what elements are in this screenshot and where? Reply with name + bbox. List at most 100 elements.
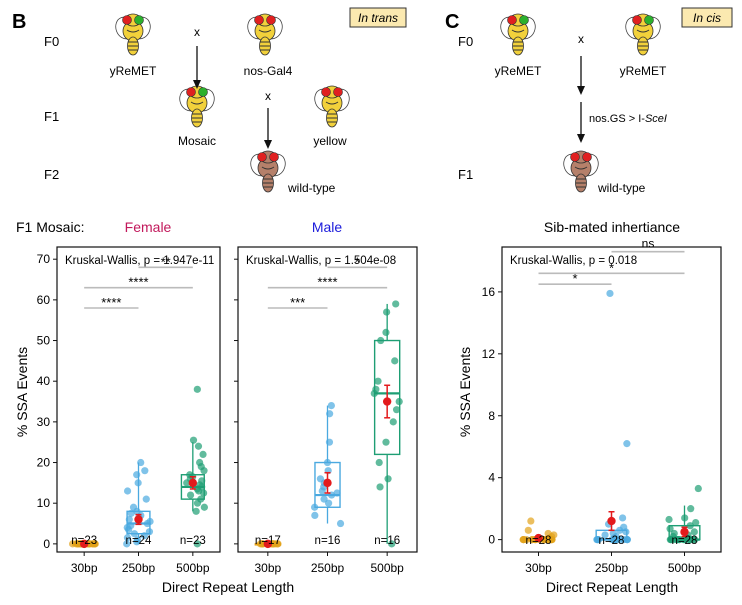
x-axis-title-c: Direct Repeat Length bbox=[546, 579, 678, 595]
data-point bbox=[198, 477, 206, 485]
data-point bbox=[601, 531, 609, 539]
data-point bbox=[623, 440, 631, 448]
box-30bp: n=28 bbox=[519, 517, 558, 547]
data-point bbox=[375, 458, 383, 467]
n-label: n=17 bbox=[255, 535, 281, 547]
mean-point bbox=[607, 516, 616, 526]
cross-mark-f1: x bbox=[265, 89, 271, 103]
y-tick-label: 30 bbox=[37, 415, 51, 429]
mean-point bbox=[263, 539, 273, 549]
data-point bbox=[197, 495, 205, 503]
y-tick-label: 20 bbox=[37, 456, 51, 470]
fly-label-yellow: yellow bbox=[313, 134, 347, 148]
n-label: n=23 bbox=[180, 535, 206, 547]
row-label-f1-mosaic: F1 Mosaic: bbox=[16, 219, 84, 235]
panel-c-letter: C bbox=[445, 11, 459, 33]
box-250bp: n=24 bbox=[123, 458, 154, 548]
y-tick-label: 16 bbox=[482, 285, 496, 299]
data-point bbox=[311, 503, 319, 511]
fly-yremet-icon bbox=[115, 13, 151, 56]
mean-point bbox=[188, 478, 198, 488]
fly-label-c-wild-type: wild-type bbox=[597, 181, 646, 195]
x-axis-title-b: Direct Repeat Length bbox=[162, 579, 294, 595]
panel-c-badge-box bbox=[681, 7, 733, 28]
panel-b-scheme: B In trans F0 F1 F2 yReMET nos-Gal4 Mosa… bbox=[12, 7, 407, 195]
y-tick-label: 8 bbox=[488, 409, 495, 423]
data-point bbox=[186, 491, 195, 499]
x-tick-label-500bp: 500bp bbox=[176, 561, 210, 575]
plot-frame bbox=[501, 246, 722, 553]
chart-title-female: Female bbox=[125, 219, 172, 235]
x-tick-label-250bp: 250bp bbox=[311, 561, 345, 575]
significance-label: * bbox=[355, 254, 360, 269]
mean-point bbox=[323, 478, 332, 488]
x-tick-label-30bp: 30bp bbox=[254, 561, 281, 575]
data-point bbox=[327, 402, 335, 410]
chart-title-male: Male bbox=[312, 219, 343, 235]
box-30bp: n=17 bbox=[254, 535, 282, 549]
data-point bbox=[692, 518, 700, 527]
data-point bbox=[125, 515, 133, 524]
data-point bbox=[133, 536, 142, 544]
kruskal-wallis-label: Kruskal-Wallis, p = 1.504e-08 bbox=[246, 255, 396, 267]
data-point bbox=[550, 531, 558, 539]
generation-label-f2: F2 bbox=[44, 167, 59, 182]
data-point bbox=[681, 514, 689, 522]
kruskal-wallis-label: Kruskal-Wallis, p = 1.947e-11 bbox=[65, 255, 214, 267]
fly-yellow-icon bbox=[314, 85, 350, 128]
x-tick-label-30bp: 30bp bbox=[525, 561, 552, 575]
fly-label-yremet: yReMET bbox=[110, 64, 157, 78]
data-point bbox=[142, 495, 150, 503]
box-500bp: n=28 bbox=[665, 484, 702, 547]
data-point bbox=[527, 517, 535, 525]
data-point bbox=[392, 406, 401, 414]
data-point bbox=[372, 385, 380, 393]
n-label: n=28 bbox=[672, 535, 698, 547]
data-point bbox=[146, 517, 154, 526]
arrow-head-f1-f2 bbox=[264, 140, 272, 149]
arrow-head-c-f0-x bbox=[577, 86, 585, 95]
mean-point bbox=[382, 397, 392, 406]
y-tick-label: 50 bbox=[37, 334, 51, 348]
data-point bbox=[193, 540, 201, 548]
data-point bbox=[384, 475, 392, 483]
generation-label-f0: F0 bbox=[44, 34, 59, 49]
mean-point bbox=[79, 539, 89, 549]
fly-label-c-yremet-right: yReMET bbox=[620, 64, 667, 78]
chart-female: 0 10 20 30 40 50 60 70 30bp 250bp 500bp Kruskal-Wal… bbox=[37, 246, 221, 575]
y-tick-label: 4 bbox=[488, 471, 495, 485]
y-tick-label: 40 bbox=[37, 374, 51, 388]
fly-c-wild-type-icon bbox=[563, 150, 599, 193]
panel-c-scheme: C In cis F0 F1 yReMET yReMET wild-type x… bbox=[445, 7, 733, 195]
iqr-box bbox=[373, 339, 401, 456]
data-point bbox=[609, 529, 617, 538]
data-point bbox=[392, 300, 400, 308]
data-point bbox=[391, 357, 399, 365]
fly-c-yremet-right-icon bbox=[625, 13, 661, 56]
y-tick-label: 10 bbox=[37, 496, 51, 510]
data-point bbox=[336, 519, 345, 528]
n-label: n=28 bbox=[526, 535, 552, 547]
box-250bp: n=28 bbox=[593, 289, 632, 547]
data-point bbox=[690, 528, 698, 536]
chart-title-sib-mated: Sib-mated inhertiance bbox=[544, 219, 680, 235]
significance-label: *** bbox=[290, 295, 305, 310]
panel-c-badge: In cis bbox=[693, 11, 721, 25]
n-label: n=28 bbox=[599, 535, 625, 547]
data-point bbox=[395, 397, 403, 406]
data-point bbox=[316, 475, 325, 483]
data-point bbox=[140, 532, 148, 540]
data-point bbox=[326, 410, 334, 418]
arrow-head-f0-f1 bbox=[193, 80, 201, 89]
y-tick-label: 12 bbox=[482, 347, 496, 361]
box-250bp: n=16 bbox=[311, 402, 345, 547]
significance-label: **** bbox=[128, 275, 148, 290]
data-point bbox=[137, 458, 145, 467]
data-point bbox=[196, 458, 204, 467]
mean-point bbox=[680, 527, 689, 537]
n-label: n=16 bbox=[374, 535, 400, 547]
y-axis-title-c: % SSA Events bbox=[457, 347, 473, 437]
data-point bbox=[311, 511, 319, 519]
panel-b-badge-box bbox=[349, 7, 407, 28]
y-axis-title-b: % SSA Events bbox=[14, 347, 30, 437]
